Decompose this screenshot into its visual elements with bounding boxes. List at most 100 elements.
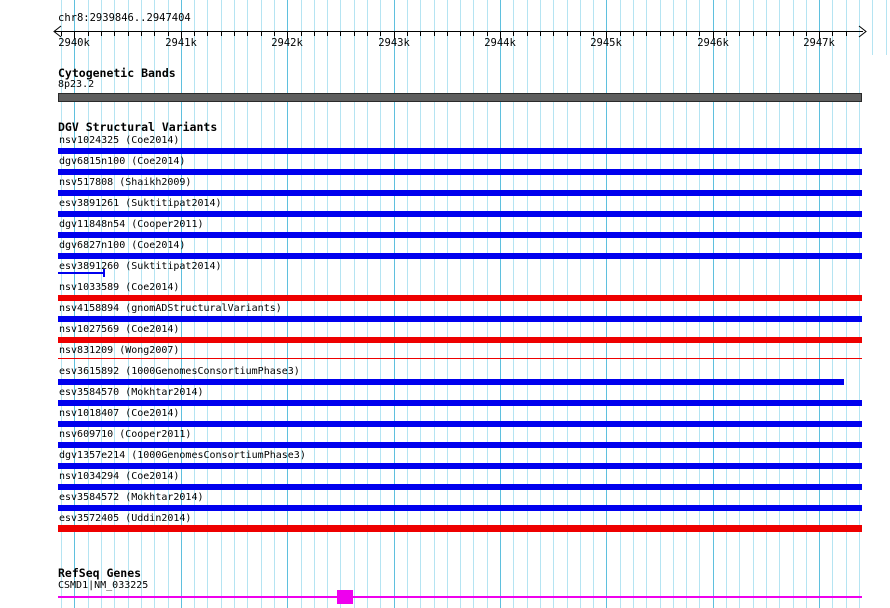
variant-bar[interactable] [58,379,844,385]
variant-bar[interactable] [58,400,862,406]
variant-label[interactable]: nsv1027569 (Coe2014) [59,324,180,335]
grid-minor-line [141,0,142,608]
variant-bar[interactable] [58,484,862,490]
grid-minor-line [194,0,195,608]
cytoband-label: 8p23.2 [58,79,95,90]
ruler-minor-tick [699,31,700,36]
ruler-minor-tick [340,31,341,36]
ruler-minor-tick [434,31,435,36]
variant-label[interactable]: nsv1034294 (Coe2014) [59,471,180,482]
grid-minor-line [221,0,222,608]
dgv-track-title: DGV Structural Variants [58,120,218,134]
ruler-minor-tick [367,31,368,36]
ruler-tick-label: 2943k [378,37,410,49]
variant-label[interactable]: dgv6827n100 (Coe2014) [59,240,186,251]
grid-minor-line [101,0,102,608]
ruler-tick-label: 2941k [165,37,197,49]
grid-minor-line [61,0,62,608]
variant-label[interactable]: nsv1024325 (Coe2014) [59,135,180,146]
grid-minor-line [553,0,554,608]
variant-bar[interactable] [58,442,862,448]
variant-bar[interactable] [58,463,862,469]
ruler-minor-tick [314,31,315,36]
variant-label[interactable]: dgv1357e214 (1000GenomesConsortiumPhase3… [59,450,306,461]
variant-bar[interactable] [58,421,862,427]
ruler-minor-tick [114,31,115,36]
variant-bar[interactable] [58,169,862,175]
variant-label[interactable]: esv3891261 (Suktitipat2014) [59,198,222,209]
grid-minor-line [473,0,474,608]
grid-minor-line [340,0,341,608]
grid-minor-line [620,0,621,608]
gene-exon-box[interactable] [337,590,353,604]
gene-intron-line[interactable] [58,596,862,598]
grid-minor-line [580,0,581,608]
grid-minor-line [832,0,833,608]
ruler-minor-tick [487,31,488,36]
variant-label[interactable]: nsv1018407 (Coe2014) [59,408,180,419]
variant-label[interactable]: dgv6815n100 (Coe2014) [59,156,186,167]
variant-label[interactable]: nsv4158894 (gnomADStructuralVariants) [59,303,282,314]
variant-bar[interactable] [58,272,105,274]
variant-label[interactable]: esv3572405 (Uddin2014) [59,513,192,524]
variant-label[interactable]: esv3584570 (Mokhtar2014) [59,387,204,398]
ruler-axis-line [55,31,863,32]
variant-bar[interactable] [58,253,862,259]
variant-bar[interactable] [58,295,862,301]
variant-bar[interactable] [58,232,862,238]
ruler-minor-tick [726,31,727,36]
grid-minor-line [793,0,794,608]
ruler-minor-tick [194,31,195,36]
variant-bar[interactable] [58,148,862,154]
grid-minor-line [274,0,275,608]
variant-label[interactable]: dgv11848n54 (Cooper2011) [59,219,204,230]
ruler-major-tick [819,31,820,39]
grid-minor-line [301,0,302,608]
grid-minor-line [859,0,860,608]
ruler-major-tick [606,31,607,39]
ruler-minor-tick [420,31,421,36]
variant-label[interactable]: esv3584572 (Mokhtar2014) [59,492,204,503]
cytobands-track-title: Cytogenetic Bands [58,66,176,80]
grid-minor-line [513,0,514,608]
variant-label[interactable]: nsv609710 (Cooper2011) [59,429,192,440]
grid-major-line [713,0,714,608]
cytoband-bar[interactable] [58,93,862,102]
ruler-minor-tick [806,31,807,36]
grid-minor-line [540,0,541,608]
variant-label[interactable]: nsv517808 (Shaikh2009) [59,177,192,188]
ruler-minor-tick [553,31,554,36]
variant-label[interactable]: nsv1033589 (Coe2014) [59,282,180,293]
ruler-major-tick [74,31,75,39]
variant-bar[interactable] [58,525,862,532]
grid-major-line [606,0,607,608]
ruler-minor-tick [407,31,408,36]
variant-bar[interactable] [58,358,862,359]
ruler-minor-tick [633,31,634,36]
ruler-minor-tick [646,31,647,36]
grid-minor-line [726,0,727,608]
ruler-tick-label: 2942k [271,37,303,49]
variant-label[interactable]: nsv831209 (Wong2007) [59,345,180,356]
grid-minor-line [646,0,647,608]
ruler-minor-tick [660,31,661,36]
variant-label[interactable]: esv3615892 (1000GenomesConsortiumPhase3) [59,366,300,377]
grid-minor-line [407,0,408,608]
gene-label[interactable]: CSMD1|NM_033225 [58,580,149,591]
grid-minor-line [886,0,887,55]
variant-bar[interactable] [58,337,862,343]
grid-minor-line [779,0,780,608]
variant-bar[interactable] [58,211,862,217]
variant-bar[interactable] [58,190,862,196]
ruler-minor-tick [61,31,62,36]
ruler-tick-label: 2945k [590,37,622,49]
variant-bar[interactable] [58,505,862,511]
variant-bar[interactable] [58,316,862,322]
ruler-major-tick [500,31,501,39]
ruler-minor-tick [567,31,568,36]
variant-label[interactable]: esv3891260 (Suktitipat2014) [59,261,222,272]
ruler-minor-tick [168,31,169,36]
ruler-minor-tick [593,31,594,36]
grid-minor-line [673,0,674,608]
